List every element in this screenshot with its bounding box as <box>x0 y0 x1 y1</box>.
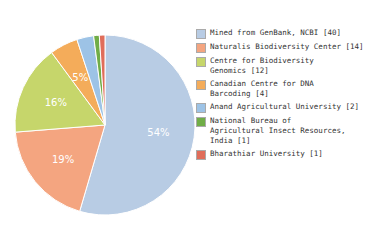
html-text:Anand Agricultural University: Anand Agricultural University [2] <box>210 102 359 111</box>
html-text:National Bureau of Agricultura: National Bureau of Agricultural Insect R… <box>210 116 346 145</box>
svg-text:54%: 54% <box>147 127 169 138</box>
html-text:Naturalis Biodiversity Center: Naturalis Biodiversity Center [14] <box>210 42 364 51</box>
svg-text:5%: 5% <box>72 72 88 83</box>
html-text:Bharathiar University [1]: Bharathiar University [1] <box>210 149 323 158</box>
svg-text:16%: 16% <box>45 97 67 108</box>
html-text:Centre for Biodiversity Genomi: Centre for Biodiversity Genomics [12] <box>210 56 314 75</box>
svg-text:19%: 19% <box>52 154 74 165</box>
html-text:Canadian Centre for DNA Barcod: Canadian Centre for DNA Barcoding [4] <box>210 79 314 98</box>
html-text:Mined from GenBank, NCBI [40]: Mined from GenBank, NCBI [40] <box>210 28 341 37</box>
